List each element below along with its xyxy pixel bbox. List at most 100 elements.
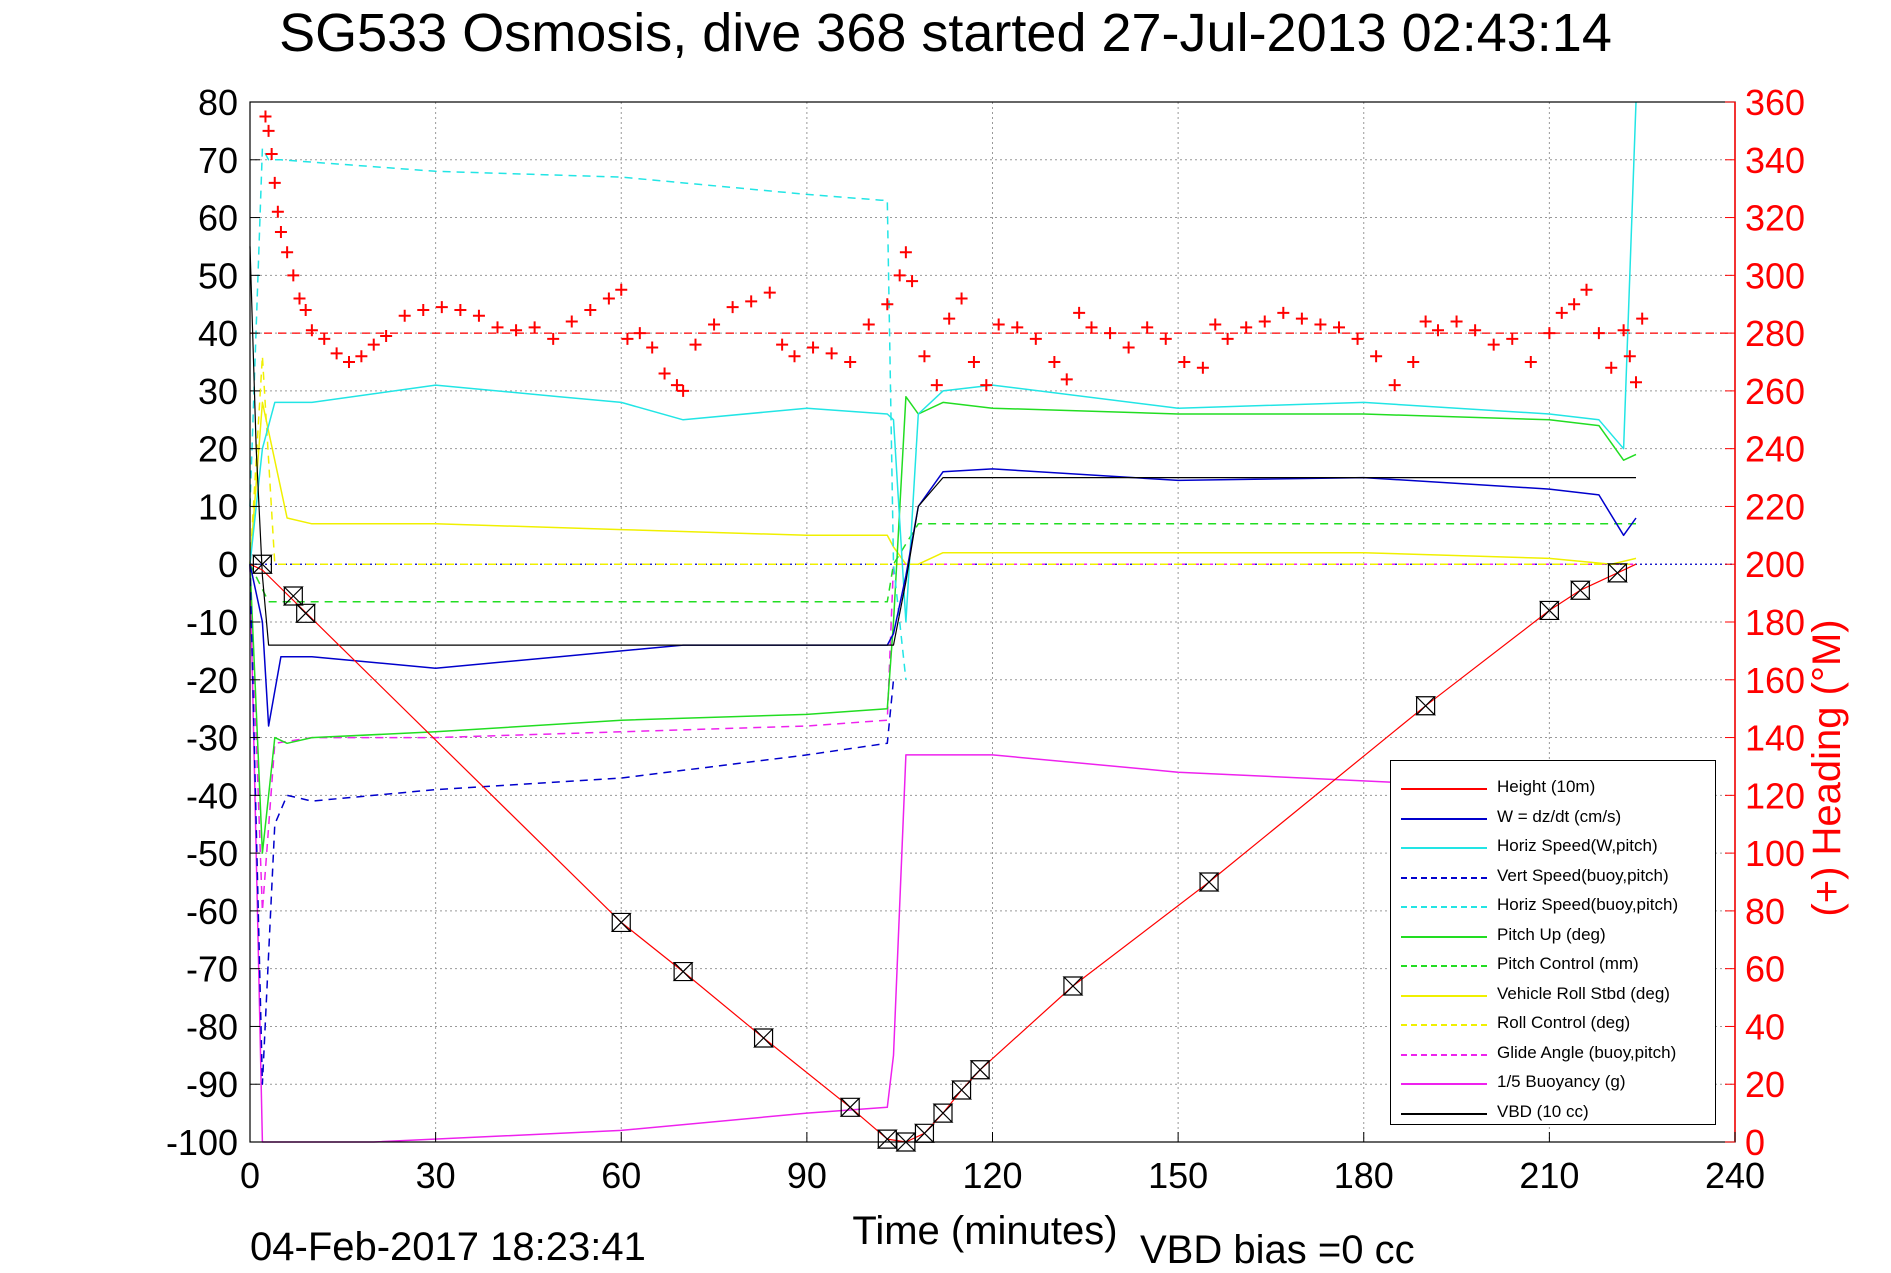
pitch-ctrl-series (249, 523, 1636, 603)
legend-item: Horiz Speed(buoy,pitch) (1391, 891, 1717, 921)
legend-label: Horiz Speed(W,pitch) (1497, 836, 1658, 855)
height-marker (913, 1123, 935, 1143)
heading-marker (271, 205, 284, 218)
heading-marker (1122, 341, 1135, 354)
heading-marker (745, 295, 758, 308)
height-marker (876, 1129, 898, 1149)
height-marker (672, 961, 694, 982)
heading-marker (1623, 350, 1636, 363)
heading-marker (1450, 315, 1463, 328)
height-marker (839, 1097, 861, 1117)
heading-marker (967, 356, 980, 368)
height-marker (1538, 600, 1560, 621)
heading-marker (1617, 324, 1630, 337)
legend-item: Vert Speed(buoy,pitch) (1391, 862, 1717, 892)
heading-marker (274, 226, 287, 238)
heading-marker (380, 330, 393, 342)
y2-tick-label: 0 (1745, 1122, 1765, 1163)
y-tick-label: -10 (186, 602, 238, 643)
heading-marker (565, 315, 578, 328)
vbd-series (249, 246, 1636, 646)
x-tick-label: 240 (1705, 1155, 1765, 1196)
height-marker (932, 1103, 954, 1123)
height-marker (969, 1060, 991, 1080)
legend-swatch (1401, 965, 1487, 967)
hspeed-buoy-series (249, 147, 907, 680)
y-tick-label: 0 (218, 544, 238, 585)
heading-marker (293, 292, 306, 305)
legend-swatch (1401, 994, 1487, 997)
legend-label: Glide Angle (buoy,pitch) (1497, 1042, 1677, 1062)
y2-tick-label: 80 (1745, 891, 1785, 932)
heading-marker (930, 379, 943, 392)
heading-marker (844, 356, 857, 368)
heading-marker (1295, 312, 1308, 325)
heading-marker (646, 341, 659, 354)
vert-speed-buoy-series (249, 564, 895, 1085)
heading-marker (1407, 356, 1420, 368)
heading-marker (689, 338, 702, 351)
heading-marker (658, 367, 671, 380)
heading-marker (330, 347, 343, 360)
legend-item: Horiz Speed(W,pitch) (1391, 832, 1717, 862)
heading-marker (1636, 312, 1649, 325)
heading-marker (615, 283, 628, 296)
heading-marker (943, 312, 956, 325)
legend-item: Roll Control (deg) (1391, 1009, 1717, 1039)
heading-marker (1277, 306, 1290, 319)
heading-marker (670, 379, 683, 392)
legend-label: Pitch Up (deg) (1497, 924, 1606, 944)
heading-marker (268, 176, 281, 189)
heading-marker (1178, 356, 1191, 368)
heading-marker (862, 318, 875, 331)
chart-title: SG533 Osmosis, dive 368 started 27-Jul-2… (279, 3, 1612, 63)
heading-marker (776, 338, 789, 351)
heading-marker (299, 304, 312, 316)
y-tick-label: -100 (166, 1122, 238, 1163)
heading-marker (1568, 298, 1581, 311)
y2-tick-label: 240 (1745, 429, 1805, 470)
heading-marker (918, 350, 931, 363)
height-marker (1062, 976, 1084, 996)
heading-marker (633, 327, 646, 340)
legend-label: Height (10m) (1497, 777, 1596, 796)
y-tick-label: -80 (186, 1006, 238, 1047)
heading-marker (259, 110, 272, 123)
heading-marker (1159, 332, 1172, 345)
legend-item: 1/5 Buoyancy (g) (1391, 1068, 1717, 1098)
heading-marker (1370, 350, 1383, 363)
heading-marker (1506, 332, 1519, 345)
legend-label: Vehicle Roll Stbd (deg) (1497, 983, 1670, 1003)
y2-tick-label: 120 (1745, 775, 1805, 816)
y-tick-label: 10 (198, 486, 238, 527)
grid-layer (250, 102, 1735, 1142)
height-marker (1415, 696, 1437, 716)
heading-marker (472, 309, 485, 322)
heading-marker (435, 301, 448, 314)
x-tick-label: 150 (1148, 1155, 1208, 1196)
legend-label: 1/5 Buoyancy (g) (1497, 1072, 1626, 1091)
y2-tick-label: 200 (1745, 544, 1805, 585)
heading-marker (510, 324, 523, 337)
heading-marker (287, 269, 300, 282)
heading-marker (1351, 332, 1364, 345)
heading-marker (1419, 315, 1432, 328)
height-marker (753, 1028, 775, 1048)
heading-marker (825, 347, 838, 360)
heading-marker (1258, 315, 1271, 328)
heading-marker (1580, 283, 1593, 296)
x-tick-label: 120 (962, 1155, 1022, 1196)
y-tick-label: -50 (186, 833, 238, 874)
height-marker (1569, 580, 1591, 600)
y2-tick-label: 360 (1745, 82, 1805, 123)
x-axis-label: Time (minutes) (852, 1209, 1117, 1253)
y2-tick-label: 160 (1745, 660, 1805, 701)
height-marker (951, 1080, 973, 1100)
heading-marker (1605, 361, 1618, 374)
heading-marker (343, 356, 355, 368)
x-tick-label: 90 (787, 1155, 827, 1196)
heading-marker (955, 292, 968, 305)
heading-marker (355, 350, 368, 363)
legend-item: Glide Angle (buoy,pitch) (1391, 1039, 1717, 1069)
x-tick-label: 210 (1519, 1155, 1579, 1196)
